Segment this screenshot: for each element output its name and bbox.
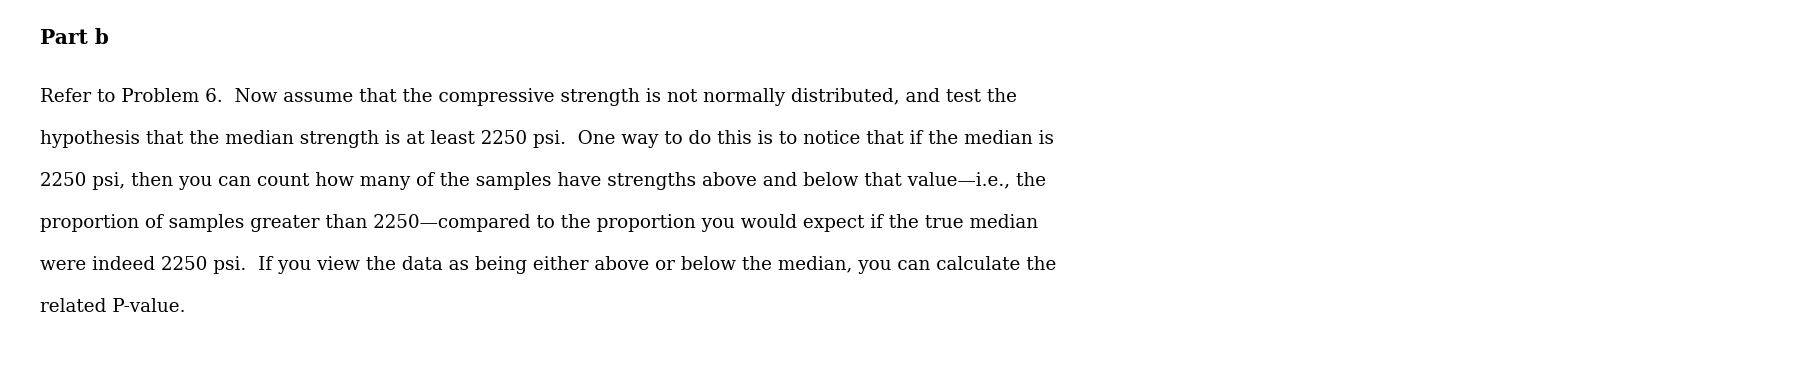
Text: Refer to Problem 6.  Now assume that the compressive strength is not normally di: Refer to Problem 6. Now assume that the … (40, 88, 1017, 106)
Text: related P-value.: related P-value. (40, 298, 186, 316)
Text: 2250 psi, then you can count how many of the samples have strengths above and be: 2250 psi, then you can count how many of… (40, 172, 1046, 190)
Text: were indeed 2250 psi.  If you view the data as being either above or below the m: were indeed 2250 psi. If you view the da… (40, 256, 1055, 274)
Text: Part b: Part b (40, 28, 108, 48)
Text: proportion of samples greater than 2250—compared to the proportion you would exp: proportion of samples greater than 2250—… (40, 214, 1037, 232)
Text: hypothesis that the median strength is at least 2250 psi.  One way to do this is: hypothesis that the median strength is a… (40, 130, 1053, 148)
